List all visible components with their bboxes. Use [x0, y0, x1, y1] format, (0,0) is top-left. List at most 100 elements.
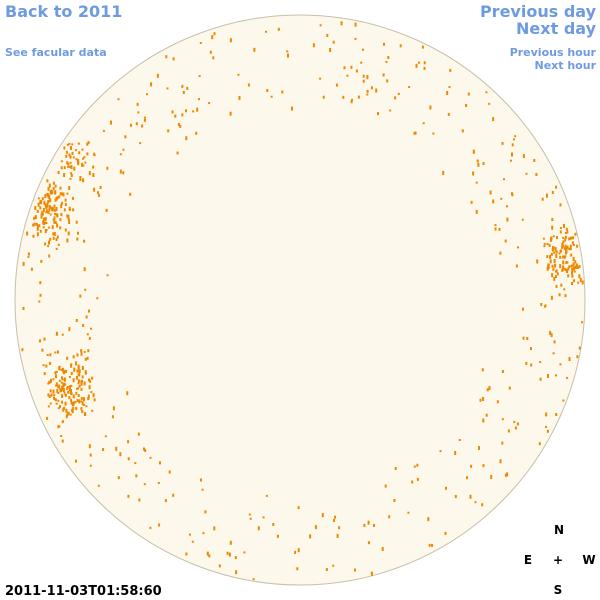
facula [76, 369, 79, 373]
facula [65, 408, 68, 413]
facula [61, 386, 64, 391]
facula [53, 216, 56, 219]
facula [42, 207, 45, 212]
facula [67, 411, 70, 415]
facula [45, 205, 48, 210]
facula [555, 413, 558, 416]
facula [360, 61, 363, 64]
facula [272, 523, 275, 526]
facula [552, 352, 555, 355]
facula [542, 237, 545, 240]
facula [568, 265, 571, 269]
facula [351, 98, 354, 101]
facula [55, 247, 58, 250]
facula [565, 249, 568, 254]
facula [257, 526, 260, 531]
facula [399, 44, 402, 48]
facula [533, 159, 536, 162]
facula [82, 157, 84, 160]
facula [550, 333, 553, 338]
facula [70, 392, 73, 395]
previous-day-link[interactable]: Previous day [480, 2, 597, 21]
facula [63, 166, 66, 170]
facula [69, 161, 72, 164]
facula [166, 87, 169, 90]
facula [70, 363, 73, 366]
facula [167, 129, 170, 133]
facula [83, 403, 85, 406]
back-link[interactable]: Back to 2011 [5, 2, 122, 21]
facula [421, 45, 424, 49]
facula [63, 372, 66, 375]
facula [76, 375, 79, 380]
facula [494, 227, 497, 231]
facula [61, 421, 64, 424]
facula [60, 213, 63, 217]
facula [77, 231, 79, 235]
facula [571, 271, 573, 275]
facula [385, 60, 388, 63]
facula [157, 482, 160, 484]
facula [51, 190, 54, 193]
facula [581, 280, 584, 285]
facula [50, 378, 52, 383]
facula [88, 171, 91, 176]
facula [22, 261, 25, 266]
facula [381, 547, 384, 551]
facula [515, 264, 518, 268]
facula [329, 48, 332, 52]
facula [66, 386, 69, 390]
facula [204, 510, 207, 514]
facula [86, 142, 89, 146]
facula [37, 204, 40, 207]
facula [42, 226, 45, 229]
facula [72, 156, 75, 159]
facula [92, 165, 95, 169]
facula [63, 377, 66, 381]
facula [47, 210, 50, 214]
facula [87, 349, 90, 353]
facula [370, 86, 373, 90]
facula [48, 254, 51, 258]
facula [564, 267, 567, 270]
facula [208, 102, 211, 104]
facula [265, 30, 268, 33]
facula [72, 394, 75, 399]
previous-hour-link[interactable]: Previous hour [510, 46, 597, 59]
facula [574, 266, 577, 269]
facula [243, 551, 246, 554]
facula [562, 399, 565, 402]
facula [36, 225, 39, 229]
facula [522, 336, 525, 340]
facula [80, 407, 83, 411]
facula [39, 206, 42, 210]
facula [577, 265, 579, 269]
facula [416, 477, 419, 481]
facula [482, 162, 485, 165]
facula [63, 382, 66, 386]
facula [558, 252, 561, 255]
facula [465, 104, 468, 107]
facula [59, 388, 62, 391]
facular-data-link[interactable]: See facular data [5, 46, 107, 59]
facula [88, 378, 90, 382]
facula [265, 494, 268, 497]
next-hour-link[interactable]: Next hour [535, 59, 597, 72]
facula [543, 245, 546, 248]
facula [71, 410, 74, 414]
facula [77, 382, 80, 385]
facula [553, 259, 556, 263]
facula [52, 181, 55, 185]
next-day-link[interactable]: Next day [516, 19, 597, 38]
facula [571, 241, 574, 245]
facula [553, 251, 556, 254]
facula [499, 251, 502, 255]
facula [54, 191, 57, 195]
solar-disk [14, 14, 586, 586]
facula [111, 415, 114, 419]
facula [93, 154, 96, 157]
facula [49, 190, 52, 195]
facula [51, 208, 54, 212]
facula [70, 174, 73, 177]
facula [568, 248, 571, 251]
